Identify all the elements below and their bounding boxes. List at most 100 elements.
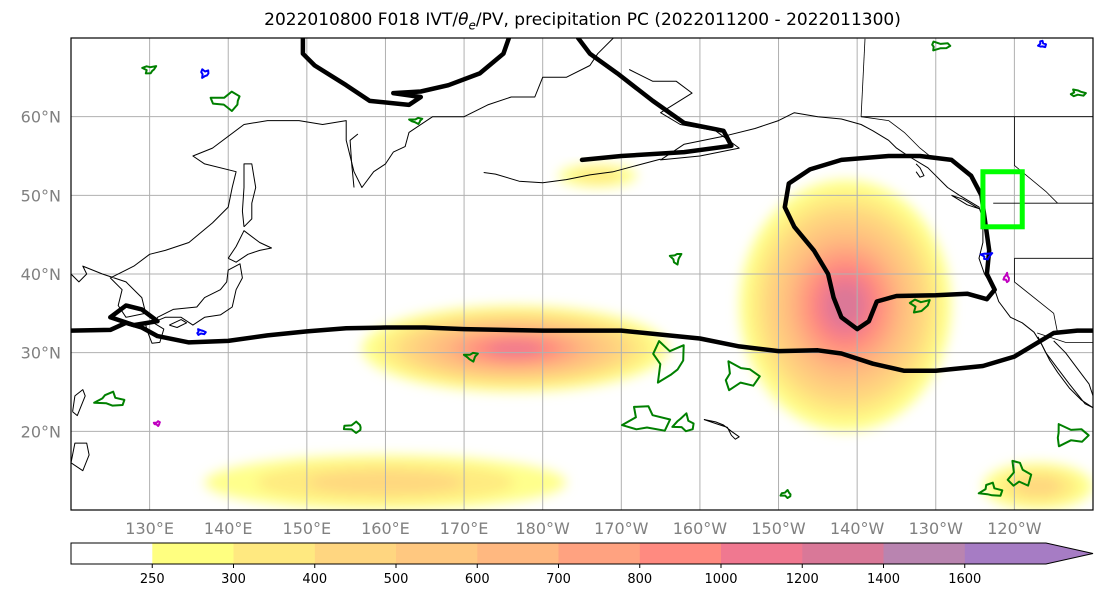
colorbar-label: 700: [546, 572, 571, 587]
lat-label: 60°N: [21, 108, 61, 127]
precip-contour: [931, 40, 952, 52]
precip-contour: [141, 65, 158, 75]
precip-contour: [209, 90, 241, 112]
coast-alaska: [628, 69, 1093, 409]
precip-contour: [408, 116, 424, 125]
latitude-labels: 60°N 50°N 40°N 30°N 20°N: [21, 108, 61, 442]
coast-mex-mainland: [1053, 340, 1093, 397]
colorbar-segment: [396, 543, 478, 564]
lat-label: 50°N: [21, 186, 61, 205]
colorbar-label: 250: [140, 572, 165, 587]
colorbar-segment: [883, 543, 966, 564]
colorbar-label: 300: [221, 572, 246, 587]
precip-contour: [908, 298, 931, 314]
title-theta-subscript: e: [468, 18, 476, 33]
coast-aleutians: [483, 158, 661, 184]
border-bc-alaska: [861, 116, 933, 158]
colorbar-label: 500: [384, 572, 409, 587]
map-title: 2022010800 F018 IVT/θe/PV, precipitation…: [0, 10, 1105, 32]
colorbar-segment: [802, 543, 885, 564]
precip-contour: [668, 253, 683, 266]
precip-contour: [196, 328, 207, 336]
ivt-northeast-pacific-ar: [739, 179, 952, 432]
lon-label: 170°E: [440, 519, 489, 538]
precip-contour: [1006, 459, 1033, 487]
coast-baja: [1037, 336, 1093, 409]
colorbar-label: 600: [465, 572, 490, 587]
colorbar-label: 1200: [786, 572, 819, 587]
pv-contour-arctic-west: [300, 38, 512, 108]
lon-label: 120°W: [987, 519, 1042, 538]
colorbar-label: 1000: [704, 572, 737, 587]
longitude-labels: 130°E 140°E 150°E 160°E 170°E 180°W 170°W 160°W…: [125, 519, 1041, 538]
coast-vancouver: [951, 194, 980, 210]
colorbar-segment: [477, 543, 560, 564]
lat-label: 20°N: [21, 422, 61, 441]
colorbar-segment: [233, 543, 316, 564]
precip-contour: [1002, 271, 1010, 284]
colorbar-label: 1400: [867, 572, 900, 587]
lon-label: 170°W: [594, 519, 649, 538]
precip-contour: [152, 420, 161, 427]
pv-contour-ne-pacific: [782, 153, 997, 332]
precip-contour: [1069, 88, 1087, 98]
ivt-aleutian-small: [558, 163, 638, 188]
precipitation-contours: [93, 39, 1090, 499]
coast-shikoku: [169, 319, 188, 328]
colorbar-segment: [964, 543, 1047, 564]
colorbar-segment: [558, 543, 641, 564]
precip-contour: [977, 481, 1004, 497]
colorbar-segment: [152, 543, 235, 564]
title-prefix: 2022010800 F018 IVT/: [264, 10, 459, 30]
lon-label: 160°E: [361, 519, 410, 538]
colorbar-segment: [314, 543, 397, 564]
precip-contour: [724, 360, 761, 392]
coast-sakhalin: [241, 163, 257, 228]
coast-luzon: [71, 442, 90, 472]
lon-label: 160°W: [673, 519, 728, 538]
pv-contour-kuril: [108, 303, 160, 328]
colorbar: 250 300 400 500 600 700 800 1000 1200 1400 1600: [70, 542, 1094, 587]
coastlines: [71, 38, 1093, 472]
coast-hawaii: [703, 419, 740, 440]
colorbar-segment: [639, 543, 722, 564]
lon-label: 130°W: [909, 519, 964, 538]
border-us-mex: [1037, 332, 1093, 343]
map-frame: [70, 37, 1094, 511]
lat-label: 40°N: [21, 265, 61, 284]
pv-contour-arctic-east: [575, 38, 734, 163]
colorbar-segment: [721, 543, 803, 564]
title-suffix: /PV, precipitation PC (2022011200 - 2022…: [475, 10, 901, 30]
border-ca-nv: [1014, 258, 1058, 334]
lon-label: 130°E: [125, 519, 174, 538]
colorbar-segment: [71, 543, 153, 564]
coast-asia: [71, 38, 614, 318]
precip-contour: [1037, 39, 1047, 49]
ivt-central-pacific-ar: [361, 305, 669, 393]
precip-contour: [462, 351, 479, 363]
precip-contour: [93, 390, 126, 407]
precip-contour: [200, 68, 210, 79]
pv-contour-subtropical: [71, 320, 1093, 374]
precip-contour: [652, 340, 685, 384]
border-bc-alberta: [1014, 116, 1058, 204]
lon-label: 150°E: [283, 519, 332, 538]
colorbar-label: 1600: [948, 572, 981, 587]
title-theta: θ: [458, 10, 469, 30]
colorbar-extend-arrow: [1046, 543, 1093, 564]
colorbar-outline: [70, 542, 1094, 565]
lon-label: 180°W: [516, 519, 571, 538]
border-canada-us: [860, 38, 866, 117]
pv-contours: [71, 38, 1093, 374]
coast-hokkaido: [227, 230, 272, 263]
lat-label: 30°N: [21, 344, 61, 363]
precip-contour: [342, 420, 362, 434]
precip-contour: [621, 405, 672, 432]
lon-label: 140°W: [830, 519, 885, 538]
precip-contour: [779, 489, 792, 499]
ivt-southern-band-east: [982, 462, 1093, 510]
lon-label: 140°E: [204, 519, 253, 538]
coast-haida: [915, 163, 925, 178]
colorbar-label: 400: [302, 572, 327, 587]
lon-label: 150°W: [751, 519, 806, 538]
